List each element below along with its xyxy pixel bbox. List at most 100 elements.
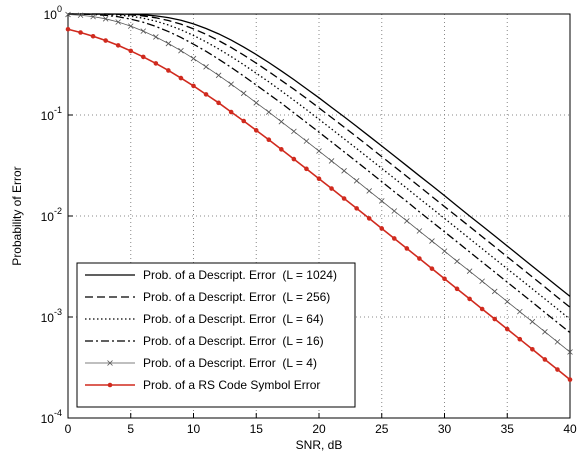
x-tick-label: 15 [250, 422, 264, 436]
point [379, 226, 385, 231]
point [442, 276, 447, 282]
point [378, 198, 385, 204]
point [178, 75, 184, 81]
series [65, 11, 573, 355]
legend: Prob. of a Descript. Error (L = 1024) Pro… [76, 262, 356, 408]
point [555, 367, 560, 372]
point [203, 92, 209, 97]
series [65, 26, 573, 382]
point [467, 296, 472, 302]
point [466, 268, 473, 274]
line [68, 13, 571, 297]
point [291, 128, 297, 135]
x-tick-label: 40 [563, 422, 577, 436]
point [65, 11, 71, 18]
point [77, 12, 84, 19]
point [529, 318, 536, 325]
point [454, 258, 460, 265]
point [240, 90, 247, 97]
x-tick-label: 10 [187, 422, 201, 436]
point [554, 339, 561, 345]
point [316, 176, 322, 182]
point [127, 23, 134, 29]
point [253, 100, 260, 106]
legend-marker [107, 382, 113, 388]
point [141, 54, 146, 60]
point [417, 256, 422, 261]
series [67, 13, 571, 320]
legend-marker [107, 360, 113, 366]
point [153, 61, 159, 66]
point [530, 346, 535, 352]
point [115, 43, 121, 48]
point [216, 100, 221, 106]
point [103, 38, 108, 43]
point [328, 158, 335, 164]
y-tick-label: 10-2 [41, 206, 62, 224]
point [354, 206, 359, 211]
point [215, 72, 222, 79]
y-tick-label: 10-1 [41, 105, 62, 123]
legend-box [76, 262, 356, 408]
point [341, 196, 347, 201]
legend-label: Prob. of a Descript. Error (L = 4) [143, 356, 317, 370]
point [90, 33, 96, 39]
legend-label: Prob. of a Descript. Error (L = 256) [143, 290, 330, 304]
point [491, 288, 498, 295]
x-tick-label: 20 [312, 422, 326, 436]
point [504, 326, 510, 332]
line [68, 13, 571, 308]
point [429, 238, 435, 244]
point [191, 83, 196, 89]
point [542, 357, 548, 362]
point [266, 137, 272, 143]
point [542, 329, 548, 335]
point [115, 19, 121, 25]
point [279, 147, 284, 152]
point [90, 13, 96, 20]
point [190, 55, 197, 62]
point [517, 336, 523, 342]
point [228, 109, 234, 115]
x-tick-label: 0 [65, 422, 72, 436]
point [441, 248, 448, 254]
point [203, 64, 209, 70]
point [316, 148, 322, 154]
point [454, 286, 460, 292]
point [429, 266, 435, 271]
point [404, 246, 410, 251]
series [67, 13, 571, 334]
y-axis-label: Probability of Error [10, 166, 24, 265]
point [65, 26, 71, 32]
point [517, 308, 523, 315]
x-axis-label: SNR, dB [296, 438, 343, 452]
point [504, 298, 511, 305]
line [67, 13, 571, 334]
point [165, 40, 172, 47]
point [178, 47, 184, 54]
point [329, 186, 334, 191]
x-tick-label: 5 [127, 422, 134, 436]
legend-label: Prob. of a Descript. Error (L = 64) [143, 312, 324, 326]
point [404, 218, 410, 224]
point [78, 30, 83, 35]
point [479, 306, 485, 312]
point [416, 228, 423, 234]
point [140, 28, 147, 34]
y-tick-label: 10-3 [41, 307, 62, 325]
point [567, 349, 573, 355]
point [392, 236, 397, 241]
point [353, 178, 360, 184]
point [391, 208, 398, 214]
point [102, 16, 109, 22]
x-tick-label: 30 [438, 422, 452, 436]
point [567, 377, 573, 382]
point [128, 48, 134, 54]
point [153, 34, 159, 40]
y-tick-label: 10-4 [41, 408, 62, 426]
legend-label: Prob. of a Descript. Error (L = 16) [143, 334, 324, 348]
x-tick-label: 25 [375, 422, 389, 436]
x-tick-label: 35 [501, 422, 515, 436]
point [266, 109, 272, 115]
